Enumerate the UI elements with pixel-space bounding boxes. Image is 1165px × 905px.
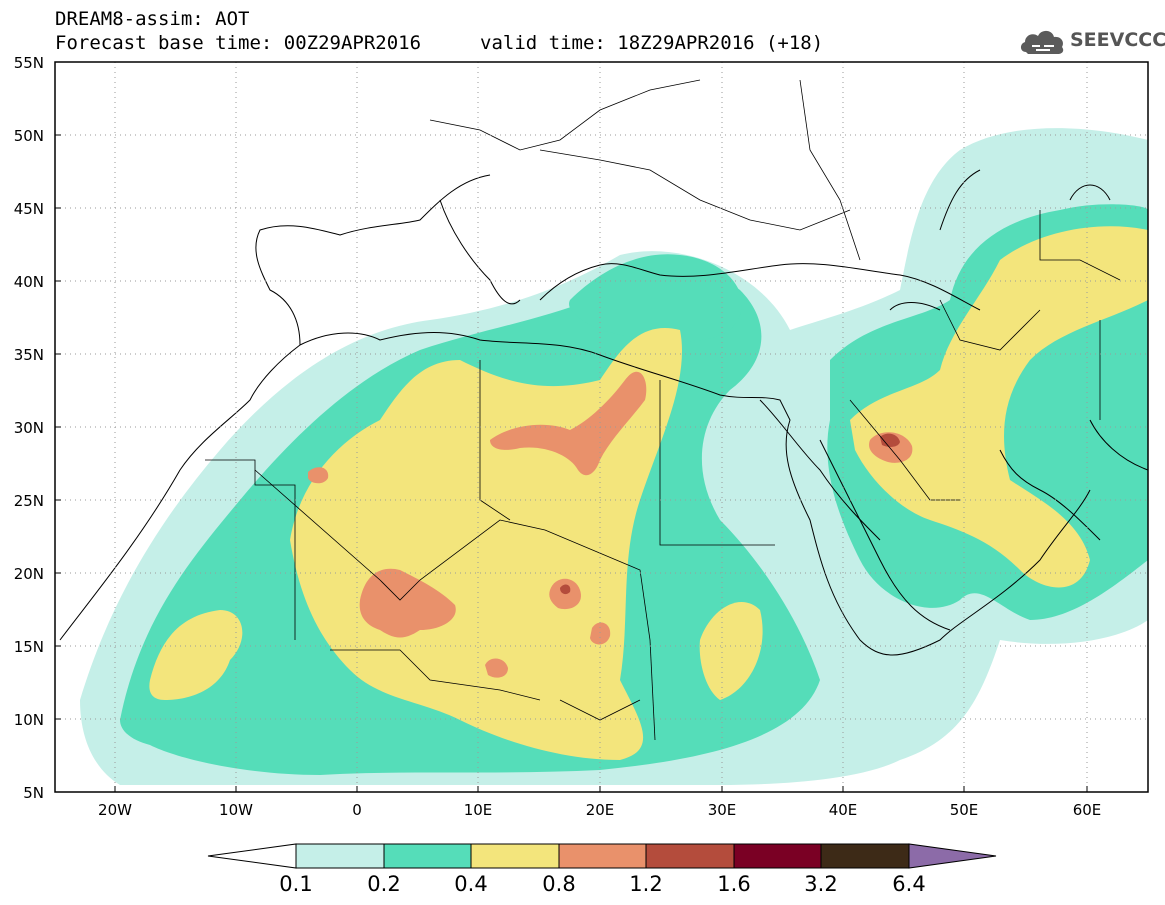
colorbar-bin-1.6 xyxy=(733,843,822,869)
aot-level-0.8-g xyxy=(308,467,329,484)
colorbar-bin-3.2 xyxy=(820,843,910,869)
colorbar-low-arrow xyxy=(207,843,297,869)
lon-label-10w: 10W xyxy=(219,801,253,819)
aot-level-0.8-b xyxy=(490,371,647,476)
colorbar-label-3.2: 3.2 xyxy=(804,872,838,896)
map-frame xyxy=(54,61,1149,793)
lon-label-30e: 30E xyxy=(707,801,737,819)
lat-label-30n: 30N xyxy=(13,419,44,437)
lon-label-10e: 10E xyxy=(463,801,493,819)
cloud-icon xyxy=(1020,30,1064,54)
aot-level-0.8-e xyxy=(485,658,508,678)
colorbar-bin-0.4 xyxy=(470,843,560,869)
lat-label-5n: 5N xyxy=(23,784,44,802)
colorbar-label-0.4: 0.4 xyxy=(454,872,488,896)
lat-label-35n: 35N xyxy=(13,346,44,364)
colorbar-bin-0.1 xyxy=(295,843,385,869)
aot-level-0.4-east xyxy=(850,226,1148,588)
lat-label-50n: 50N xyxy=(13,127,44,145)
lon-label-40e: 40E xyxy=(828,801,858,819)
logo-text: SEEVCCC xyxy=(1070,29,1165,51)
colorbar-label-0.8: 0.8 xyxy=(542,872,576,896)
map-title: DREAM8-assim: AOT xyxy=(55,8,250,30)
colorbar-label-1.6: 1.6 xyxy=(717,872,751,896)
lat-label-25n: 25N xyxy=(13,492,44,510)
aot-level-0.4-west xyxy=(149,610,243,700)
colorbar-label-0.1: 0.1 xyxy=(279,872,313,896)
lat-label-10n: 10N xyxy=(13,711,44,729)
aot-fields xyxy=(80,128,1148,785)
colorbar-label-0.2: 0.2 xyxy=(367,872,401,896)
colorbar-label-1.2: 1.2 xyxy=(629,872,663,896)
colorbar-bin-1.2 xyxy=(645,843,735,869)
aot-level-0.4-sahel xyxy=(699,601,763,700)
lon-label-50e: 50E xyxy=(949,801,979,819)
colorbar xyxy=(207,843,997,869)
lon-label-20w: 20W xyxy=(98,801,132,819)
aot-level-1.2-b xyxy=(560,584,571,595)
lat-label-20n: 20N xyxy=(13,565,44,583)
aot-level-0.8-a xyxy=(359,568,456,638)
valid-time: valid time: 18Z29APR2016 (+18) xyxy=(480,32,824,54)
lon-label-20e: 20E xyxy=(585,801,615,819)
aot-level-0.8-f xyxy=(590,622,611,645)
aot-level-1.2-a xyxy=(880,433,900,447)
colorbar-bin-0.2 xyxy=(383,843,472,869)
colorbar-high-arrow xyxy=(908,843,997,869)
colorbar-bin-0.8 xyxy=(558,843,647,869)
lat-label-55n: 55N xyxy=(13,54,44,72)
forecast-base-time: Forecast base time: 00Z29APR2016 xyxy=(55,32,422,54)
graticule xyxy=(55,62,1148,792)
lon-label-60e: 60E xyxy=(1072,801,1102,819)
lat-label-40n: 40N xyxy=(13,273,44,291)
borders xyxy=(205,79,1121,741)
lat-label-15n: 15N xyxy=(13,638,44,656)
coastlines xyxy=(59,169,1148,656)
axis-ticks xyxy=(55,134,1088,792)
seevccc-logo: SEEVCCC xyxy=(1018,22,1165,62)
lat-label-45n: 45N xyxy=(13,200,44,218)
lon-label-0: 0 xyxy=(352,801,362,819)
colorbar-label-6.4: 6.4 xyxy=(892,872,926,896)
aot-level-0.8-d xyxy=(869,432,913,463)
